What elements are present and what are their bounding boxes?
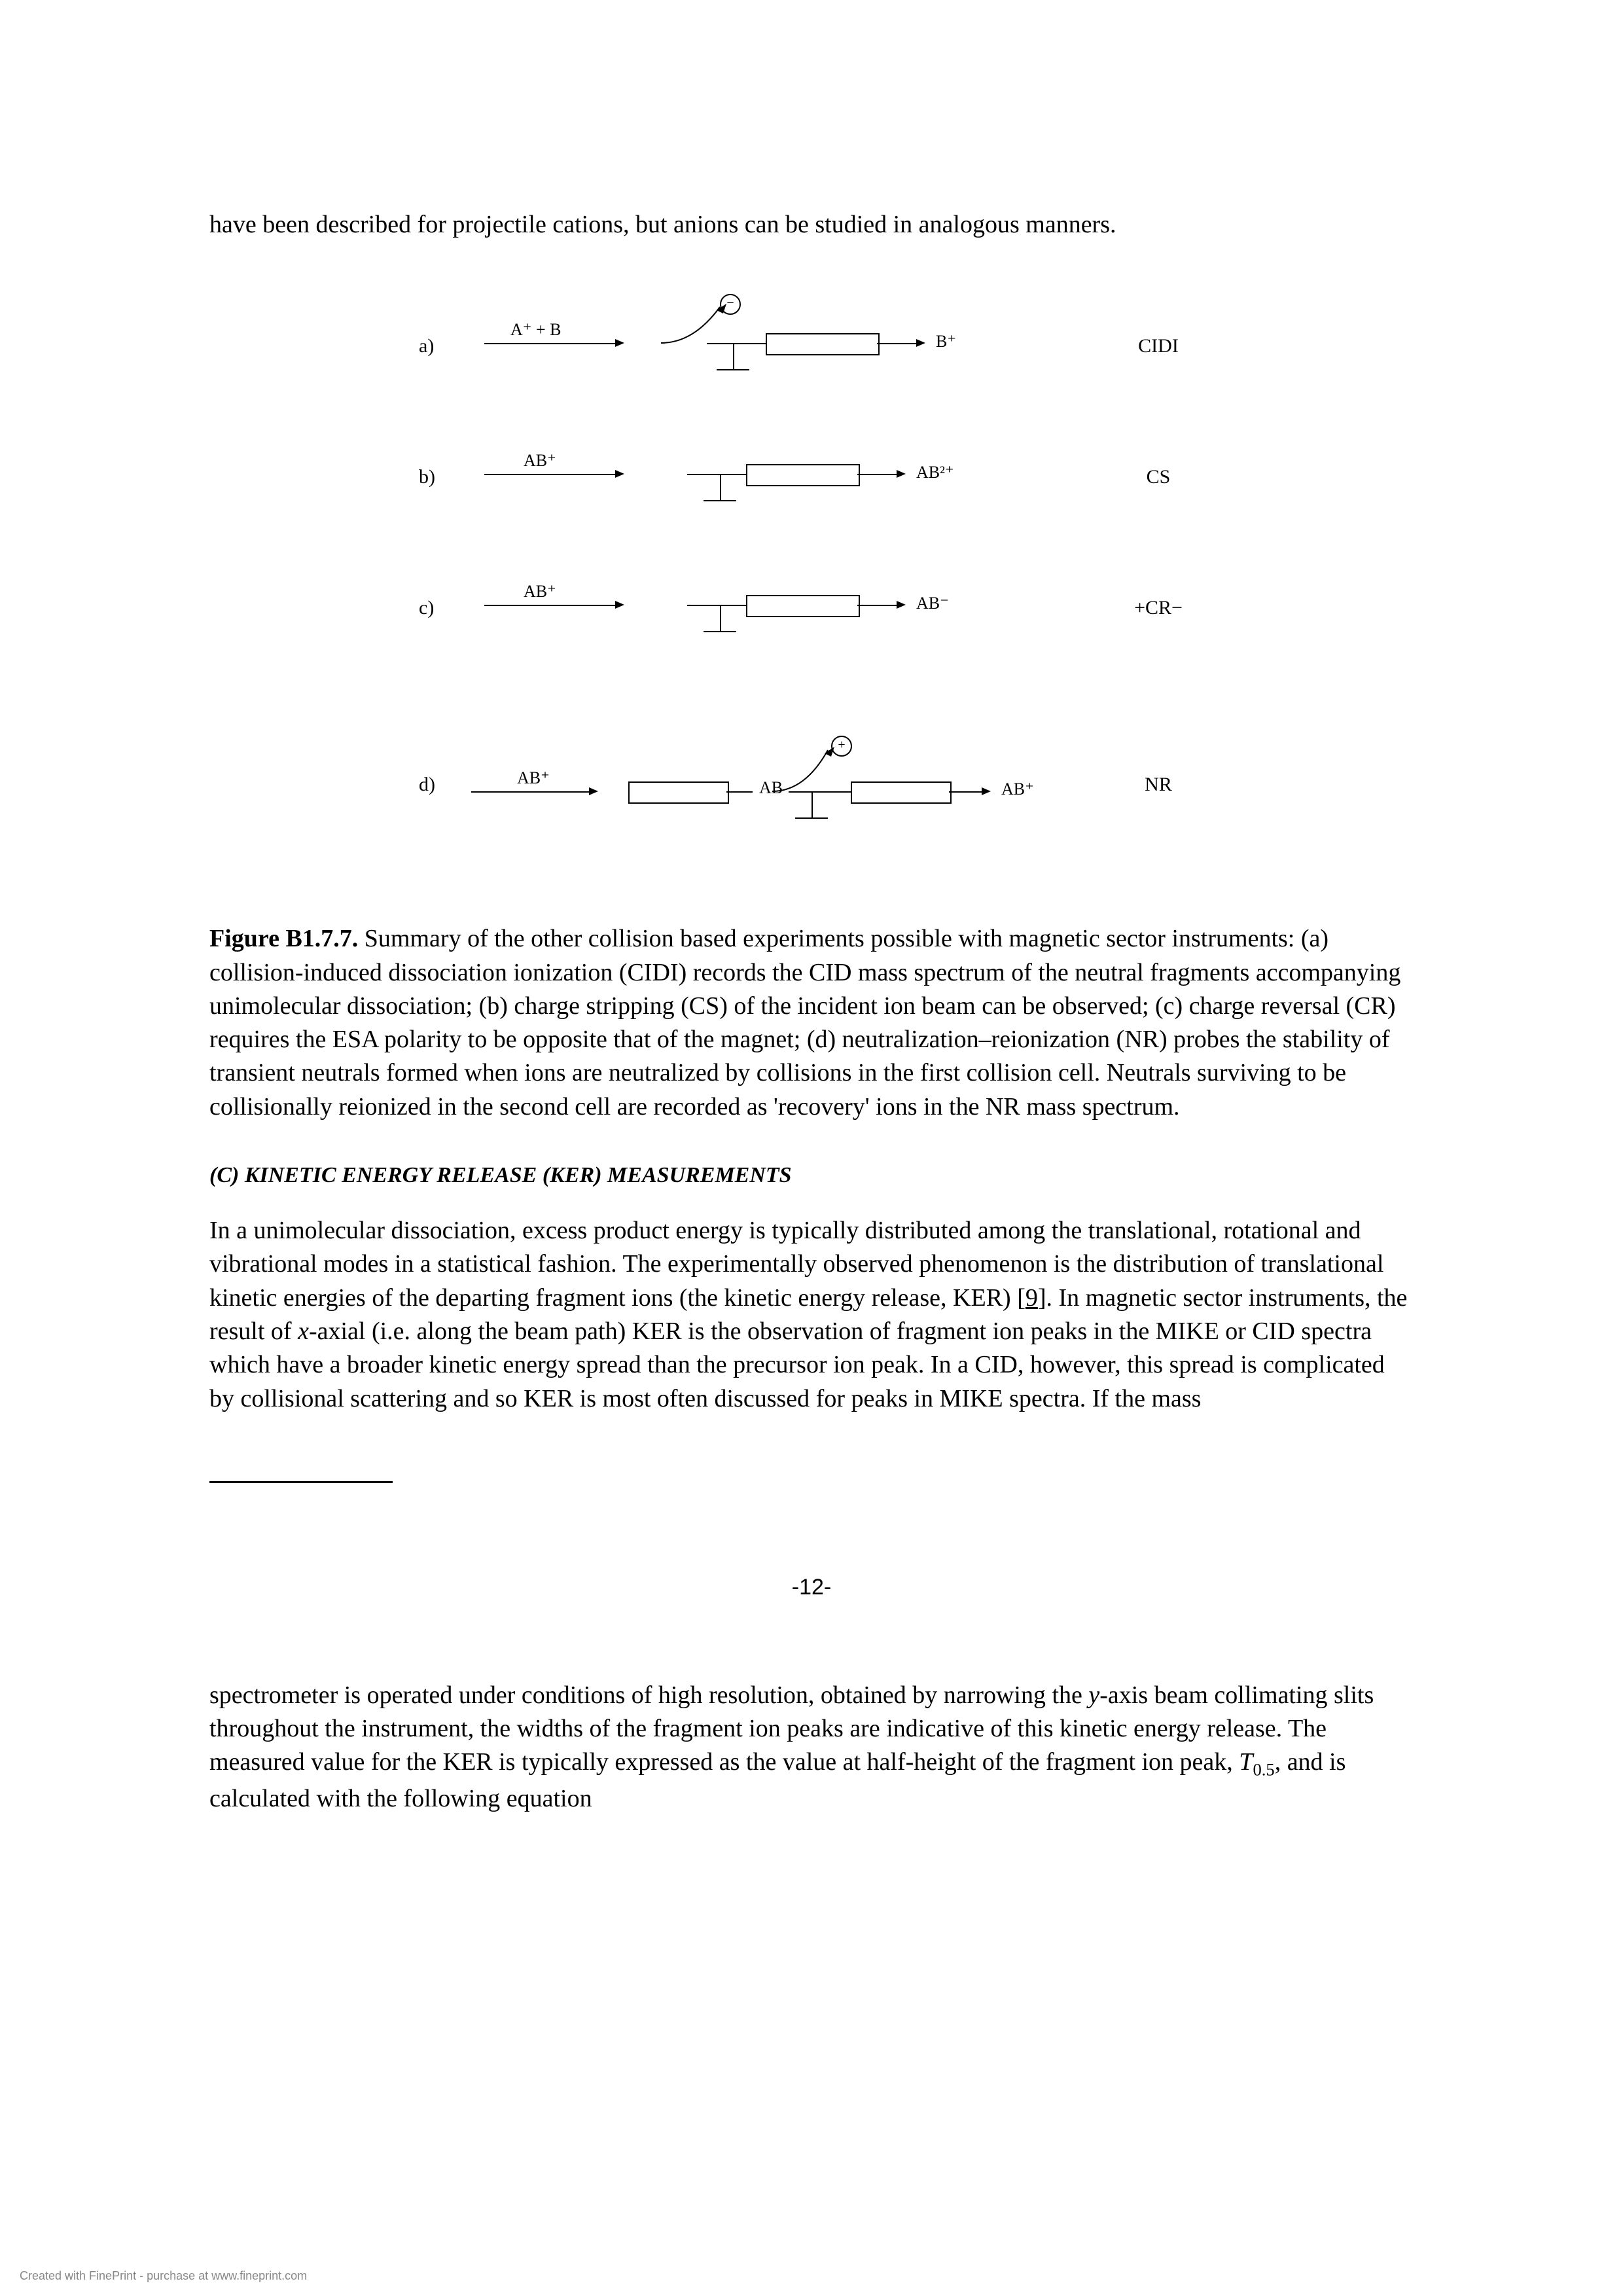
stand-base-icon <box>704 631 736 632</box>
y-variable: y <box>1088 1681 1099 1709</box>
method-label: CS <box>1113 466 1204 488</box>
out-species: AB⁻ <box>916 594 949 613</box>
arrow-segment <box>789 791 851 793</box>
stand-icon <box>812 791 813 817</box>
out-species: B⁺ <box>936 332 956 351</box>
arrow-segment <box>949 791 982 793</box>
section-heading-c: (C) KINETIC ENERGY RELEASE (KER) MEASURE… <box>209 1163 1414 1188</box>
T-variable: T <box>1239 1748 1253 1776</box>
arrow-head-icon <box>982 787 991 795</box>
x-variable: x <box>298 1318 309 1345</box>
intro-paragraph: have been described for projectile catio… <box>209 208 1414 242</box>
row-diagram: AB⁺ AB²⁺ <box>458 438 1113 516</box>
method-label: NR <box>1113 774 1204 796</box>
arrow-segment <box>707 343 766 344</box>
caption-text: Summary of the other collision based exp… <box>209 925 1400 1120</box>
stand-icon <box>720 474 721 500</box>
row-label: a) <box>419 335 458 357</box>
out-species: AB⁺ <box>1001 780 1034 799</box>
caption-lead: Figure B1.7.7. <box>209 925 358 952</box>
arrow-head-icon <box>615 601 624 609</box>
row-label: b) <box>419 466 458 488</box>
collision-cell-icon <box>766 333 880 355</box>
out-species: AB²⁺ <box>916 463 954 482</box>
arrow-segment <box>471 791 589 793</box>
row-diagram: A⁺ + B − B⁺ <box>458 307 1113 386</box>
arrow-head-icon <box>615 470 624 478</box>
collision-cell-icon <box>746 464 860 486</box>
page: have been described for projectile catio… <box>0 0 1623 2296</box>
arrow-segment <box>484 343 615 344</box>
paragraph-c2: spectrometer is operated under condition… <box>209 1679 1414 1816</box>
figure-row-a: a) A⁺ + B − B⁺ <box>419 281 1204 412</box>
collision-cell-icon <box>851 781 952 804</box>
row-diagram: AB⁺ AB + A <box>458 745 1113 824</box>
figure-row-c: c) AB⁺ AB⁻ +CR− <box>419 543 1204 673</box>
curve-icon <box>654 300 759 353</box>
paragraph-c1: In a unimolecular dissociation, excess p… <box>209 1214 1414 1416</box>
arrow-head-icon <box>615 339 624 347</box>
arrow-head-icon <box>897 601 906 609</box>
collision-cell-icon <box>628 781 729 804</box>
row-label: c) <box>419 597 458 619</box>
figure-row-b: b) AB⁺ AB²⁺ CS <box>419 412 1204 543</box>
footnote-rule <box>209 1481 393 1483</box>
footer-watermark: Created with FinePrint - purchase at www… <box>20 2269 307 2283</box>
stand-icon <box>733 343 734 369</box>
collision-cell-icon <box>746 595 860 617</box>
arrow-segment <box>687 474 746 475</box>
arrow-segment <box>726 791 753 793</box>
arrow-segment <box>857 605 897 606</box>
arrow-head-icon <box>916 339 925 347</box>
arrow-segment <box>484 605 615 606</box>
reference-9: 9 <box>1026 1284 1038 1312</box>
figure-row-d: d) AB⁺ AB + <box>419 700 1204 870</box>
arrow-segment <box>857 474 897 475</box>
curve-icon <box>766 742 864 798</box>
stand-base-icon <box>704 500 736 501</box>
arrow-segment <box>687 605 746 606</box>
figure-b177: a) A⁺ + B − B⁺ <box>419 281 1204 870</box>
in-species: AB⁺ <box>524 582 556 601</box>
arrow-head-icon <box>589 787 598 795</box>
stand-base-icon <box>717 369 749 370</box>
stand-icon <box>720 605 721 631</box>
text: -axial (i.e. along the beam path) KER is… <box>209 1318 1385 1412</box>
method-label: CIDI <box>1113 335 1204 357</box>
method-label: +CR− <box>1113 597 1204 619</box>
arrow-segment <box>877 343 916 344</box>
stand-base-icon <box>795 817 828 819</box>
arrow-segment <box>484 474 615 475</box>
row-diagram: AB⁺ AB⁻ <box>458 569 1113 647</box>
text: spectrometer is operated under condition… <box>209 1681 1088 1709</box>
figure-caption: Figure B1.7.7. Summary of the other coll… <box>209 922 1414 1124</box>
in-species: A⁺ + B <box>510 320 562 340</box>
page-number: -12- <box>209 1575 1414 1600</box>
arrow-head-icon <box>897 470 906 478</box>
in-species: AB⁺ <box>524 451 556 471</box>
T-subscript: 0.5 <box>1253 1760 1274 1780</box>
in-species: AB⁺ <box>517 768 550 788</box>
row-label: d) <box>419 774 458 796</box>
